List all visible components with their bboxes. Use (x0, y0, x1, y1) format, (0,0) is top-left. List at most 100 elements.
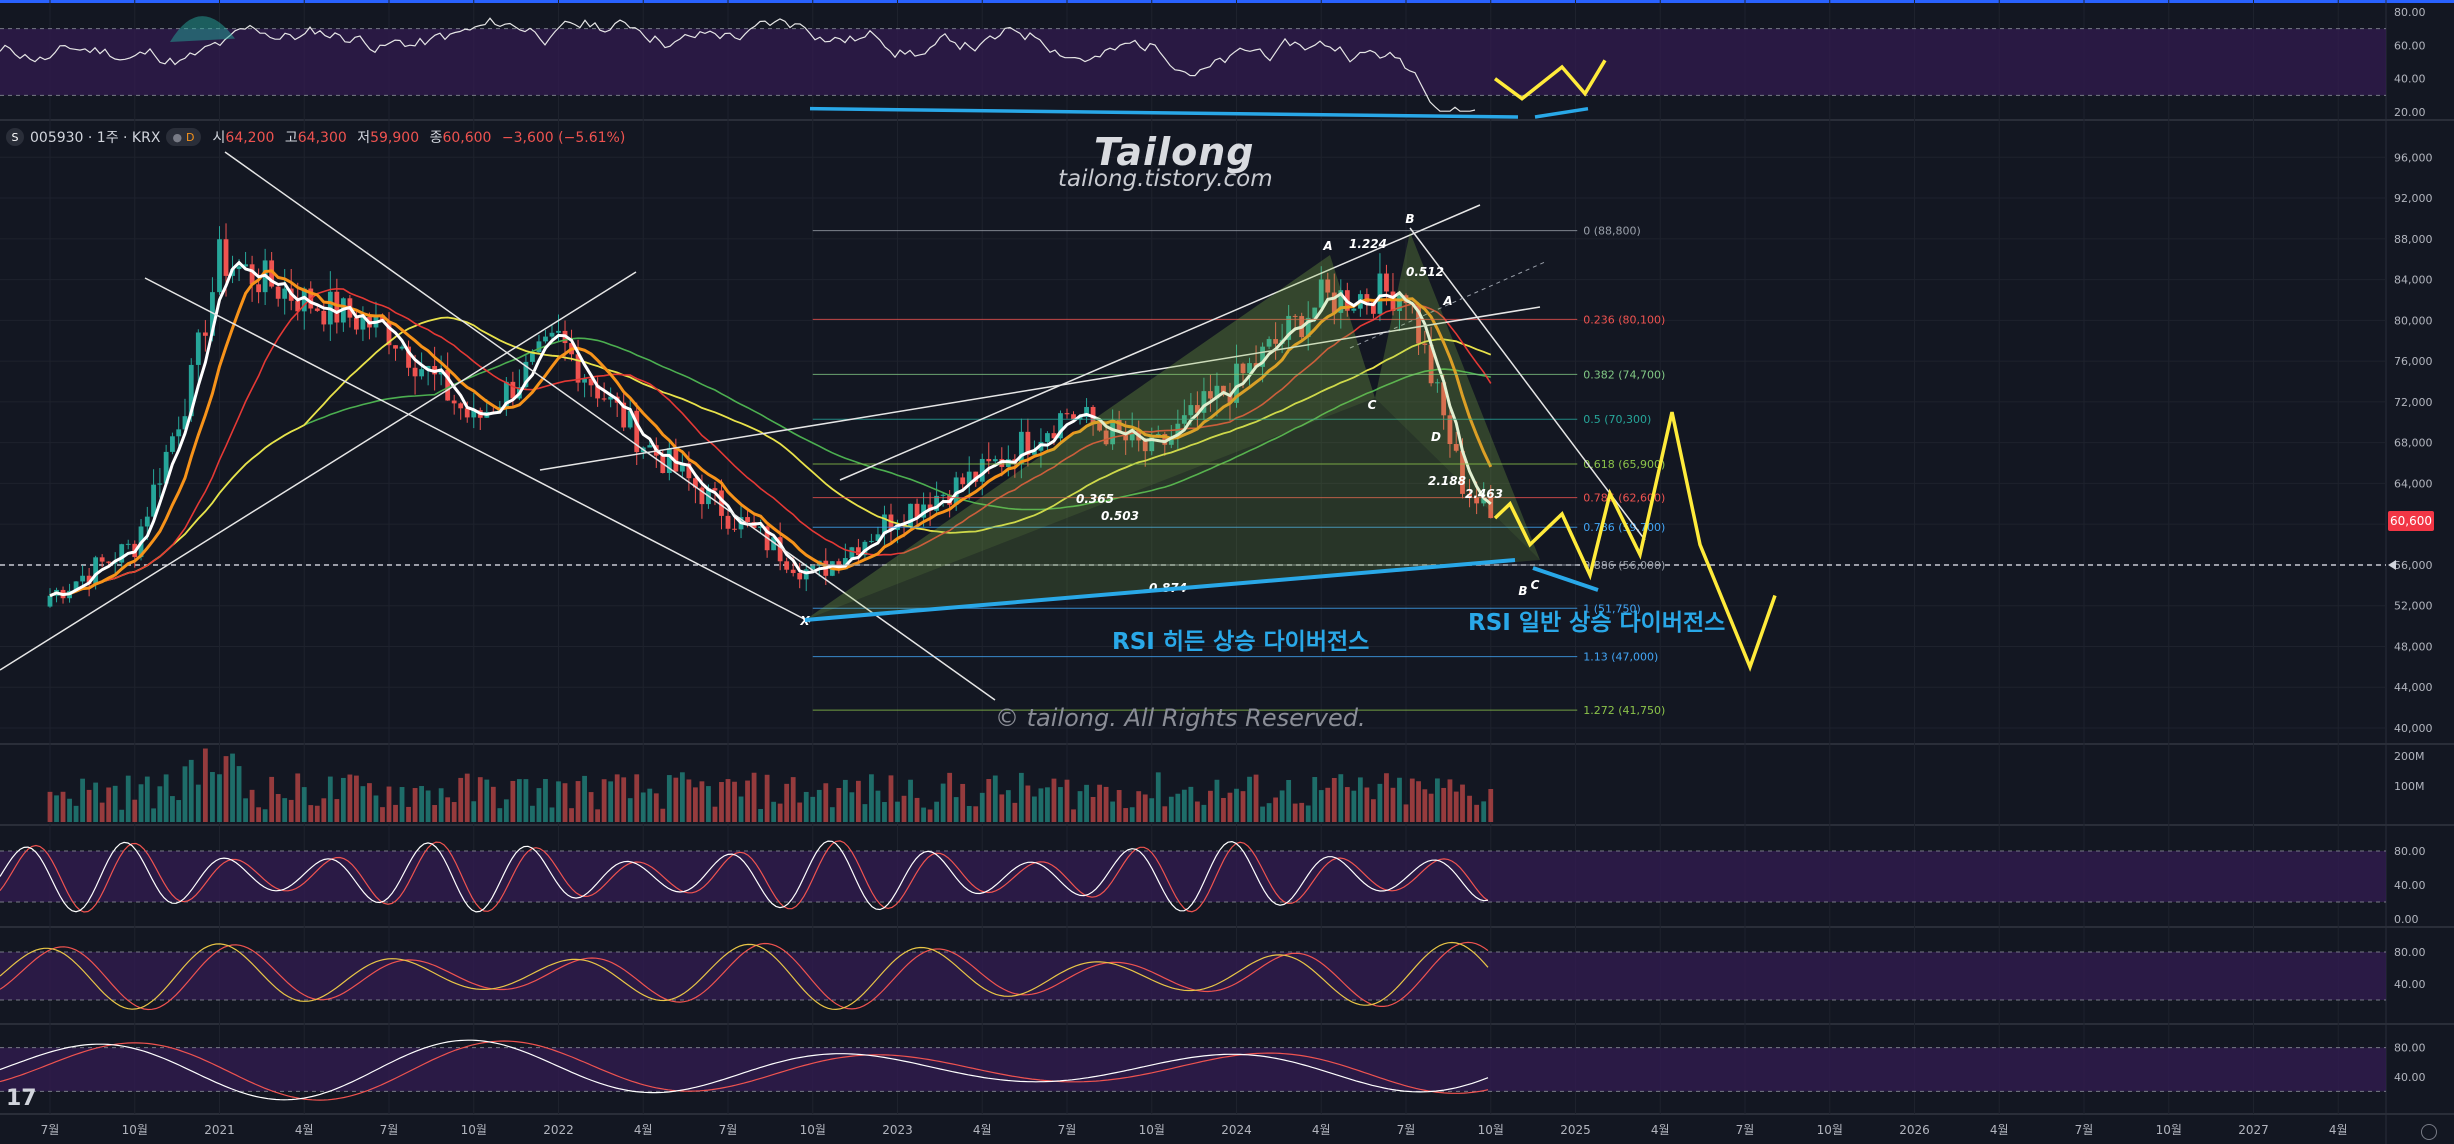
candle-body (275, 286, 281, 299)
volume-bar (380, 807, 385, 822)
candle-body (777, 537, 783, 562)
volume-bar (679, 772, 685, 822)
osc3-tick-label: 40.00 (2394, 1071, 2426, 1084)
candle-body (908, 503, 913, 527)
volume-bar (288, 799, 294, 822)
rising-line (0, 271, 637, 671)
volume-bar (686, 779, 692, 822)
candle-body (393, 345, 398, 349)
pattern-ratio-label: 2.188 (1428, 474, 1466, 488)
tradingview-logo[interactable]: 17 (6, 1086, 37, 1111)
candle-body (1162, 434, 1168, 445)
volume-bar (170, 796, 175, 822)
candle-body (321, 310, 327, 325)
candle-body (176, 429, 182, 437)
candle-body (699, 487, 705, 505)
candle-body (1453, 444, 1459, 451)
ohlc-high-key: 고 (284, 130, 298, 146)
volume-bar (112, 785, 118, 822)
volume-bar (882, 802, 887, 822)
volume-bar (908, 779, 913, 822)
x-tick-label: 10월 (461, 1123, 487, 1137)
candle-body (503, 381, 509, 407)
volume-tick-label: 200M (2394, 750, 2425, 763)
data-source-badge[interactable]: ● D (166, 128, 201, 146)
candle-body (1428, 344, 1434, 384)
volume-bar (901, 795, 907, 822)
candle-body (595, 385, 601, 399)
volume-bar (1453, 791, 1459, 822)
candle-body (523, 361, 529, 388)
volume-bar (608, 781, 614, 822)
candle-body (862, 541, 868, 556)
volume-bar (151, 808, 156, 822)
candle-body (666, 448, 672, 473)
volume-bar (1253, 774, 1259, 822)
volume-bar (1338, 774, 1344, 822)
settings-icon[interactable] (2421, 1124, 2437, 1140)
volume-bar (1428, 793, 1434, 822)
candle-body (1318, 279, 1324, 308)
volume-bar (243, 798, 248, 822)
candle-body (86, 575, 92, 584)
fib-level-label: 1 (51,750) (1583, 602, 1641, 615)
candle-body (582, 378, 587, 383)
volume-bar (595, 809, 601, 822)
rsi-line (0, 17, 1476, 112)
candle-body (163, 451, 169, 484)
price-tick-label: 72,000 (2394, 396, 2433, 409)
volume-bar (308, 805, 314, 822)
candle-body (210, 292, 215, 336)
candle-body (1434, 382, 1440, 384)
candle-body (784, 561, 790, 570)
projection-path (1493, 411, 1777, 672)
volume-bar (425, 790, 431, 822)
candle-body (1266, 339, 1272, 347)
x-tick-label: 4월 (973, 1123, 992, 1137)
volume-bar (1467, 795, 1472, 822)
volume-bar (725, 779, 731, 822)
symbol-icon: S (6, 128, 24, 146)
ma-slow-line (49, 316, 1492, 597)
candle-body (790, 569, 796, 574)
volume-bar (1325, 787, 1331, 822)
pattern-ratio-label: 1.224 (1349, 237, 1387, 251)
symbol-legend[interactable]: S 005930 · 1주 · KRX ● D 시64,200 고64,300 … (6, 127, 625, 147)
volume-bar (790, 777, 796, 822)
candle-body (1116, 420, 1122, 432)
x-tick-label: 4월 (634, 1123, 653, 1137)
rsi-tick-label: 80.00 (2394, 6, 2426, 19)
pattern-ratio-label: 0.503 (1101, 509, 1139, 523)
volume-bar (1064, 779, 1070, 822)
volume-bar (1025, 785, 1031, 822)
volume-tick-label: 100M (2394, 780, 2425, 793)
candle-body (621, 402, 627, 428)
volume-bar (477, 777, 483, 822)
candle-body (445, 369, 451, 401)
volume-bar (1286, 779, 1292, 822)
candle-body (842, 558, 848, 570)
volume-bar (1097, 784, 1102, 822)
volume-bar (373, 795, 379, 822)
symbol-title[interactable]: 005930 · 1주 · KRX (30, 130, 161, 146)
volume-bar (601, 779, 607, 822)
candle-body (399, 346, 405, 349)
candle-body (914, 503, 920, 518)
volume-bar (660, 808, 666, 822)
volume-bar (556, 781, 561, 822)
volume-bar (1084, 784, 1089, 822)
volume-bar (1221, 797, 1226, 822)
volume-bar (301, 787, 307, 822)
fib-level-label: 0 (88,800) (1583, 225, 1641, 238)
rsi-tick-label: 20.00 (2394, 106, 2426, 119)
ohlc-high: 64,300 (297, 130, 347, 146)
volume-bar (275, 794, 281, 822)
candle-body (182, 416, 188, 430)
candle-body (47, 595, 53, 607)
candle-body (1208, 391, 1213, 399)
pattern-point-label: B (1518, 584, 1527, 598)
volume-bar (751, 772, 757, 822)
candle-body (1460, 450, 1465, 494)
candle-body (745, 517, 750, 523)
